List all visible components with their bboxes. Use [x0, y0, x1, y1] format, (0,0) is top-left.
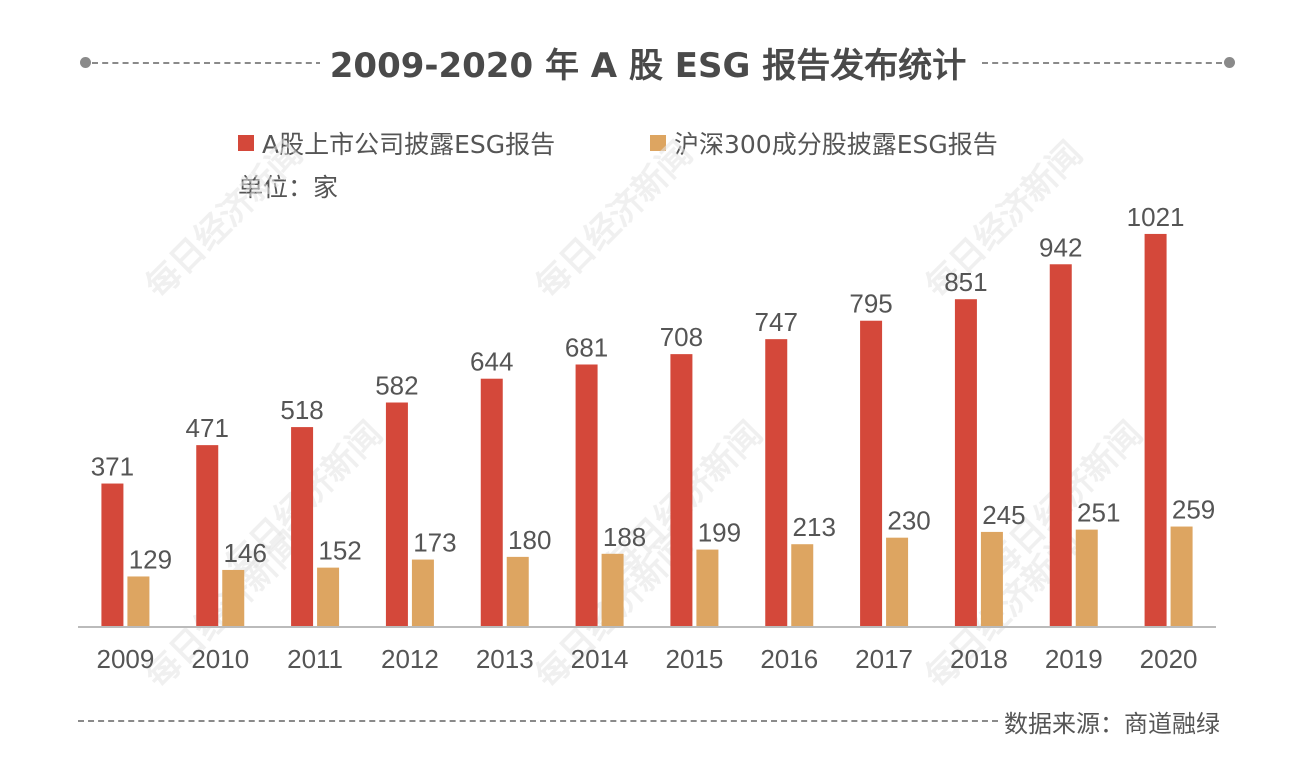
footer-rule [78, 720, 998, 722]
bar-series2 [696, 549, 719, 626]
data-label-series2: 146 [224, 538, 267, 568]
bar-series1 [291, 427, 314, 626]
bar-series1 [1049, 264, 1072, 626]
bar-series1 [1144, 233, 1167, 626]
bar-series1 [385, 402, 408, 626]
bar-series2 [1075, 529, 1098, 626]
legend-swatch-series2 [650, 135, 666, 151]
data-label-series1: 1021 [1127, 202, 1185, 232]
bar-series2 [980, 531, 1003, 626]
bar-series2 [791, 544, 814, 626]
legend-item-series2: 沪深300成分股披露ESG报告 [650, 126, 998, 160]
data-label-series1: 644 [470, 347, 513, 377]
bar-series1 [670, 354, 693, 626]
data-label-series2: 251 [1077, 498, 1120, 528]
data-label-series2: 230 [887, 506, 930, 536]
bar-series1 [101, 483, 124, 626]
bar-series2 [1170, 526, 1193, 626]
watermark-text: 每日经济新闻 [138, 134, 311, 307]
x-tick-label: 2009 [96, 644, 154, 674]
x-tick-label: 2018 [950, 644, 1008, 674]
data-label-series1: 795 [849, 289, 892, 319]
title-right-rule [982, 62, 1222, 64]
x-tick-label: 2013 [476, 644, 534, 674]
data-label-series2: 152 [318, 536, 361, 566]
bar-series1 [765, 339, 788, 626]
data-label-series2: 173 [413, 528, 456, 558]
data-label-series2: 180 [508, 525, 551, 555]
x-tick-label: 2015 [665, 644, 723, 674]
data-label-series1: 582 [375, 371, 418, 401]
data-label-series1: 471 [186, 413, 229, 443]
x-tick-label: 2014 [571, 644, 629, 674]
x-tick-label: 2012 [381, 644, 439, 674]
bar-series2 [886, 537, 909, 626]
x-tick-label: 2019 [1045, 644, 1103, 674]
chart-title: 2009-2020 年 A 股 ESG 报告发布统计 [0, 38, 1296, 87]
data-label-series1: 942 [1039, 232, 1082, 262]
x-tick-label: 2011 [287, 644, 343, 674]
bar-series1 [860, 320, 883, 626]
x-tick-label: 2017 [855, 644, 913, 674]
title-right-dot [1224, 57, 1235, 68]
source-note: 数据来源：商道融绿 [1004, 710, 1220, 738]
data-label-series1: 518 [280, 395, 323, 425]
bar-series2 [317, 567, 340, 626]
bar-series1 [954, 299, 977, 626]
data-label-series2: 259 [1172, 495, 1215, 525]
bar-series1 [575, 364, 598, 626]
bar-series2 [127, 576, 150, 626]
data-label-series2: 245 [982, 500, 1025, 530]
data-label-series1: 371 [91, 452, 134, 482]
data-label-series2: 199 [698, 518, 741, 548]
data-label-series1: 747 [755, 307, 798, 337]
legend-label-series1: A股上市公司披露ESG报告 [262, 130, 556, 159]
title-left-dot [80, 57, 91, 68]
x-tick-label: 2010 [191, 644, 249, 674]
bar-series1 [480, 378, 503, 626]
bar-series2 [601, 553, 624, 626]
data-label-series2: 213 [793, 512, 836, 542]
data-label-series2: 188 [603, 522, 646, 552]
title-left-rule [92, 62, 322, 64]
bar-series2 [222, 569, 245, 626]
x-tick-label: 2016 [760, 644, 818, 674]
legend-item-series1: A股上市公司披露ESG报告 [238, 126, 555, 160]
x-tick-label: 2020 [1140, 644, 1198, 674]
data-label-series1: 708 [660, 322, 703, 352]
data-label-series1: 851 [944, 267, 987, 297]
bar-series2 [506, 556, 529, 626]
bar-series2 [411, 559, 434, 626]
legend-label-series2: 沪深300成分股披露ESG报告 [674, 130, 998, 159]
data-label-series2: 129 [129, 544, 172, 574]
legend-swatch-series1 [238, 135, 254, 151]
data-label-series1: 681 [565, 332, 608, 362]
bar-series1 [196, 445, 219, 626]
watermark-text: 每日经济新闻 [528, 134, 701, 307]
unit-label: 单位：家 [238, 173, 339, 202]
